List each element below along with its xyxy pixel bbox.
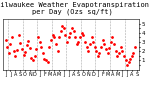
Text: Milwaukee Weather Evapotranspiration
per Day (Ozs sq/ft): Milwaukee Weather Evapotranspiration per… [0, 2, 148, 15]
